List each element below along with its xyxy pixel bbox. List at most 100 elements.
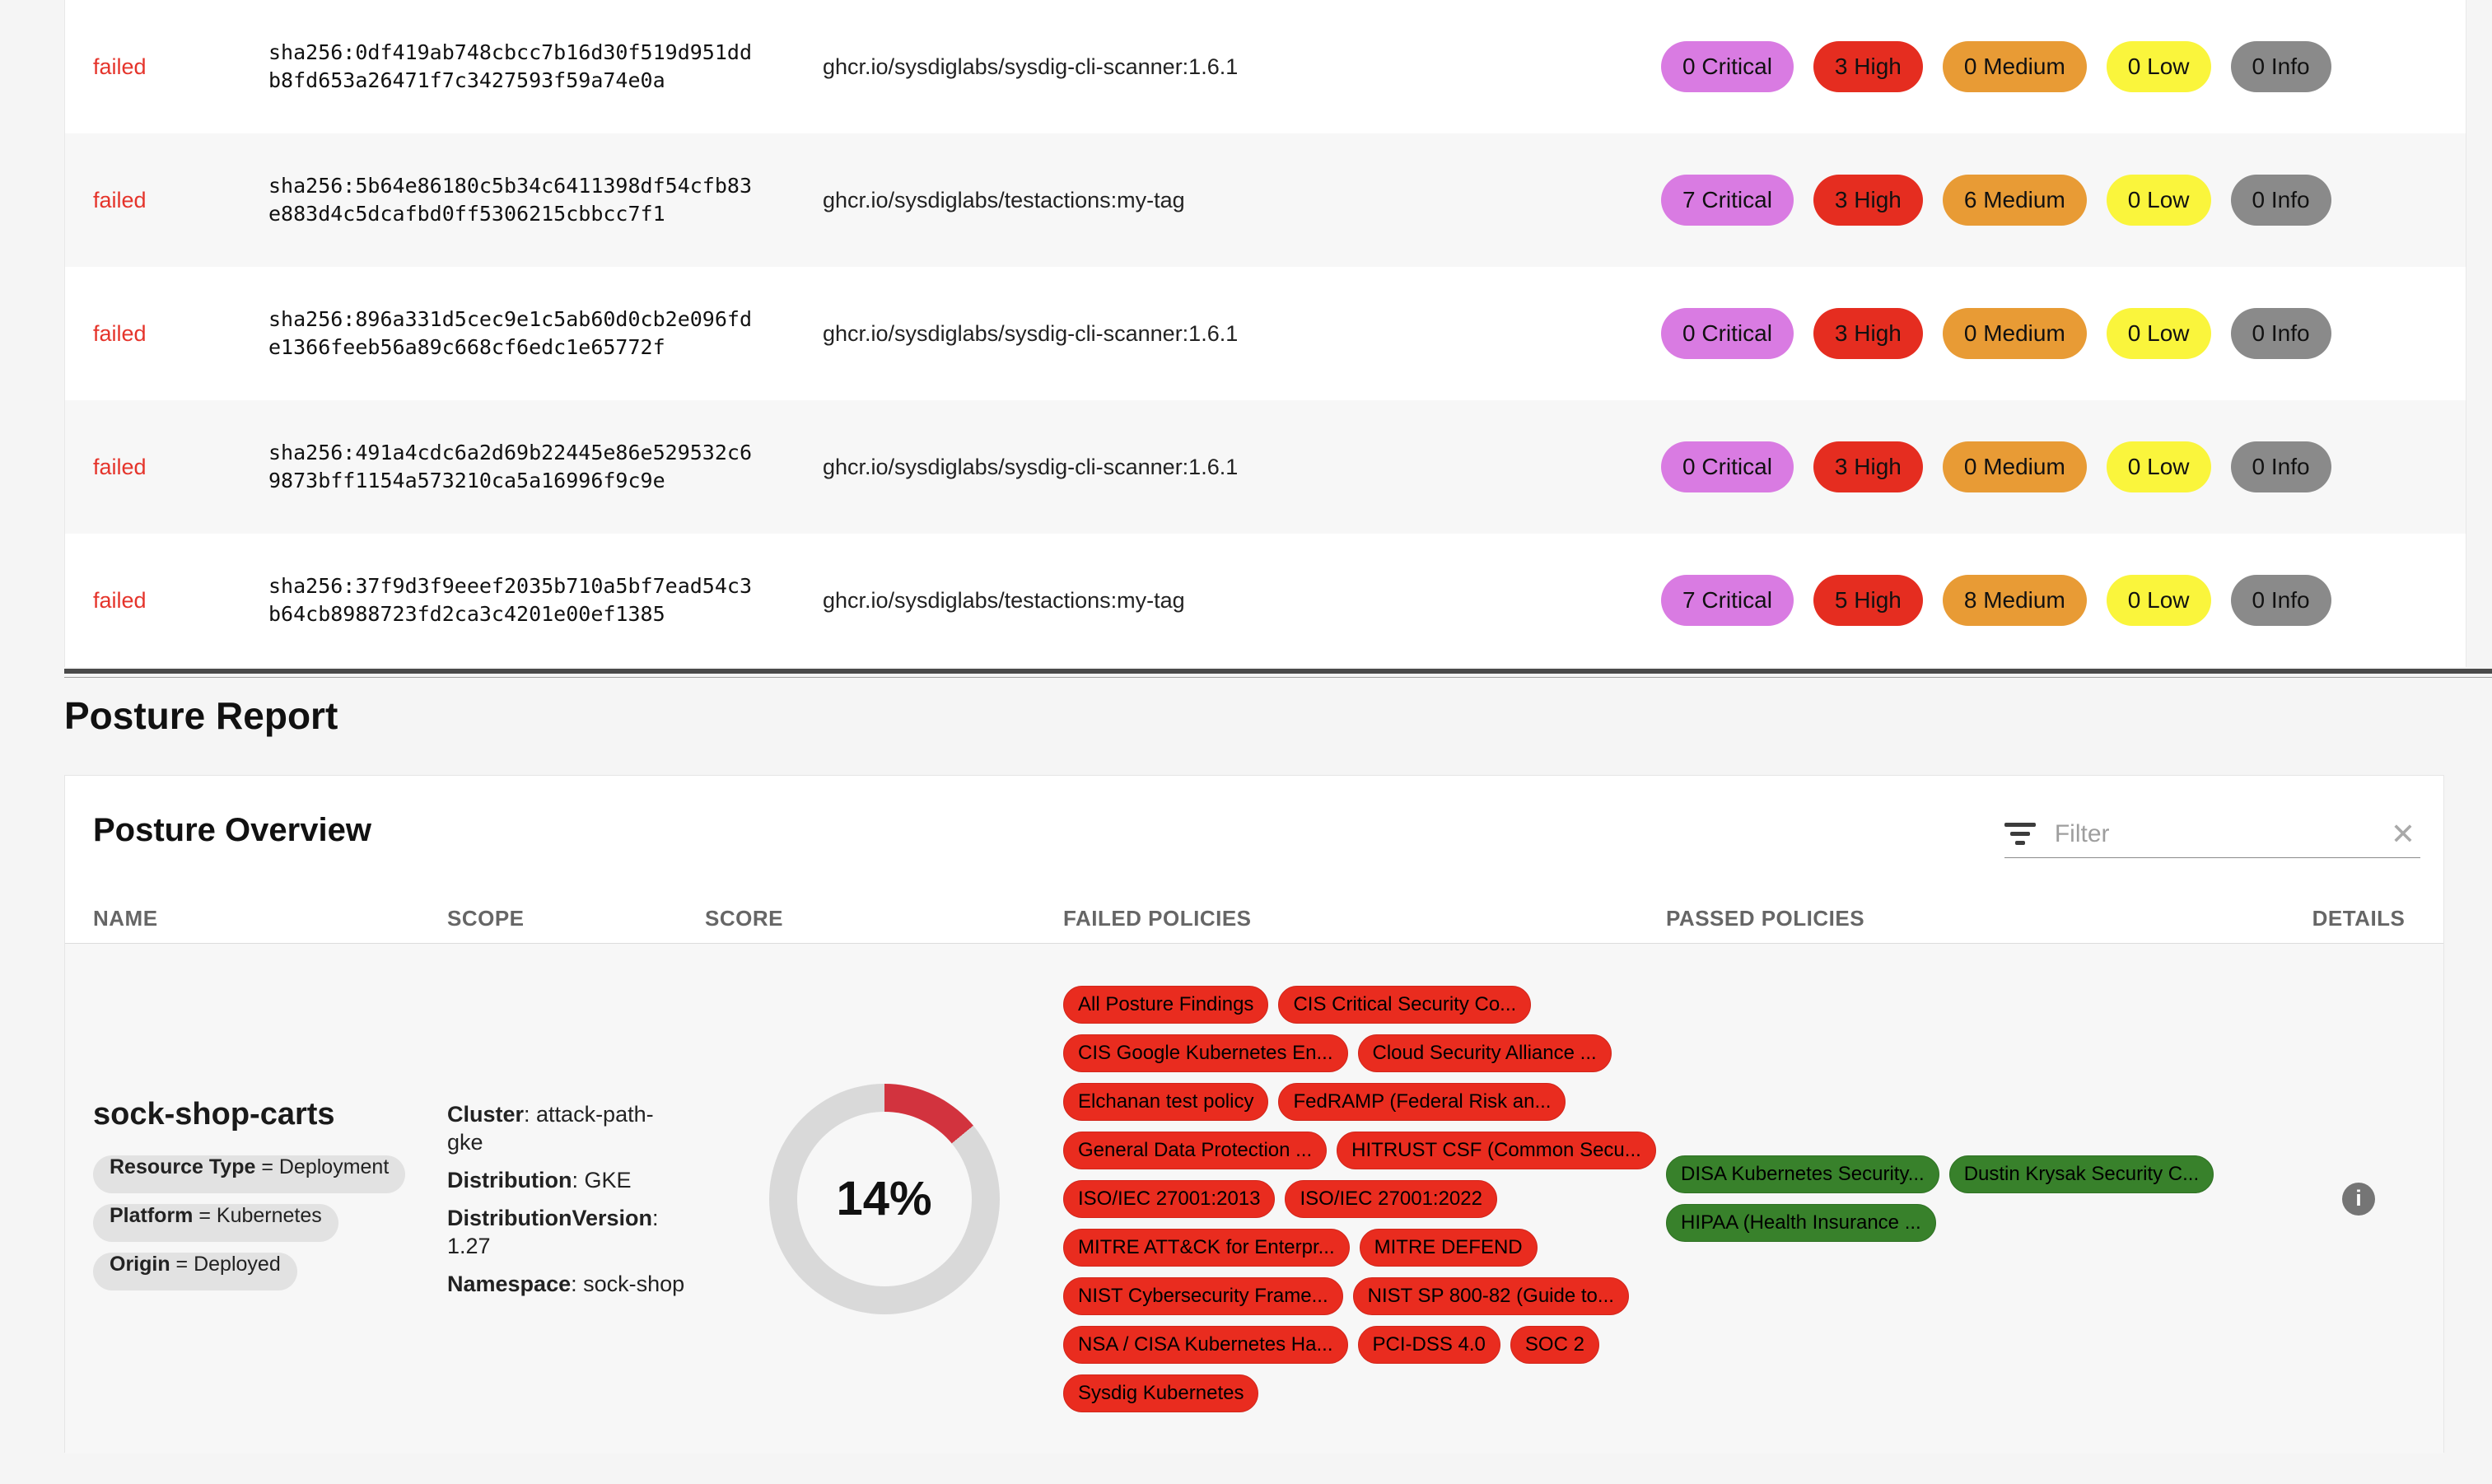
passed-policy-pill: Dustin Krysak Security C...: [1948, 1155, 2214, 1193]
critical-badge: 0 Critical: [1661, 441, 1794, 492]
posture-table-row: sock-shop-carts Resource Type = Deployme…: [65, 944, 2443, 1454]
origin-tag: Origin = Deployed: [93, 1252, 297, 1290]
info-badge: 0 Info: [2230, 308, 2331, 359]
column-header-name: NAME: [93, 906, 158, 931]
failed-policy-pill: CIS Google Kubernetes En...: [1063, 1034, 1348, 1072]
failed-policy-pill: MITRE DEFEND: [1359, 1228, 1538, 1267]
high-badge: 3 High: [1813, 308, 1923, 359]
critical-badge: 7 Critical: [1661, 575, 1794, 626]
failed-policy-pill: HITRUST CSF (Common Secu...: [1337, 1131, 1656, 1169]
image-name: ghcr.io/sysdiglabs/sysdig-cli-scanner:1.…: [823, 54, 1239, 79]
passed-policy-pill: DISA Kubernetes Security...: [1666, 1155, 1939, 1193]
score-donut: 14%: [768, 1083, 1000, 1314]
image-name: ghcr.io/sysdiglabs/testactions:my-tag: [823, 587, 1185, 613]
failed-policy-pill: Elchanan test policy: [1063, 1082, 1269, 1121]
severity-badges: 0 Critical 3 High 0 Medium 0 Low 0 Info: [1661, 441, 2331, 492]
info-badge: 0 Info: [2230, 175, 2331, 226]
high-badge: 3 High: [1813, 41, 1923, 92]
failed-policy-pill: MITRE ATT&CK for Enterpr...: [1063, 1228, 1350, 1267]
critical-badge: 0 Critical: [1661, 308, 1794, 359]
scan-row: failed sha256:37f9d3f9eeef2035b710a5bf7e…: [65, 534, 2466, 667]
posture-report-title: Posture Report: [64, 694, 338, 737]
failed-policy-pill: PCI-DSS 4.0: [1357, 1325, 1500, 1364]
critical-badge: 0 Critical: [1661, 41, 1794, 92]
clear-filter-icon[interactable]: ✕: [2390, 816, 2415, 851]
failed-policy-pill: NIST SP 800-82 (Guide to...: [1352, 1276, 1629, 1315]
resource-name: sock-shop-carts: [93, 1096, 335, 1132]
severity-badges: 0 Critical 3 High 0 Medium 0 Low 0 Info: [1661, 308, 2331, 359]
image-digest: sha256:0df419ab748cbcc7b16d30f519d951ddb…: [268, 40, 752, 92]
failed-policies-cell: All Posture Findings CIS Critical Securi…: [1063, 985, 1666, 1412]
failed-policy-pill: ISO/IEC 27001:2013: [1063, 1179, 1276, 1218]
info-badge: 0 Info: [2230, 575, 2331, 626]
image-name: ghcr.io/sysdiglabs/sysdig-cli-scanner:1.…: [823, 454, 1239, 479]
scan-row: failed sha256:5b64e86180c5b34c6411398df5…: [65, 133, 2466, 267]
posture-card-header: Posture Overview ✕: [65, 776, 2443, 894]
failed-policy-pill: Sysdig Kubernetes: [1063, 1374, 1259, 1412]
severity-badges: 0 Critical 3 High 0 Medium 0 Low 0 Info: [1661, 41, 2331, 92]
column-header-details: DETAILS: [2312, 906, 2406, 931]
filter-input[interactable]: [2054, 819, 2373, 848]
image-digest: sha256:896a331d5cec9e1c5ab60d0cb2e096fde…: [268, 307, 752, 359]
scan-status: failed: [93, 187, 147, 212]
severity-badges: 7 Critical 5 High 8 Medium 0 Low 0 Info: [1661, 575, 2331, 626]
failed-policy-pill: General Data Protection ...: [1063, 1131, 1328, 1169]
scan-status: failed: [93, 54, 147, 79]
medium-badge: 0 Medium: [1942, 308, 2087, 359]
image-digest: sha256:5b64e86180c5b34c6411398df54cfb83e…: [268, 174, 752, 226]
resource-name-cell: sock-shop-carts Resource Type = Deployme…: [93, 1097, 447, 1301]
info-badge: 0 Info: [2230, 41, 2331, 92]
filter-box: ✕: [2004, 810, 2420, 858]
filter-icon: [2004, 823, 2037, 845]
column-header-scope: SCOPE: [447, 906, 525, 931]
failed-policy-pill: NSA / CISA Kubernetes Ha...: [1063, 1325, 1348, 1364]
image-name: ghcr.io/sysdiglabs/sysdig-cli-scanner:1.…: [823, 320, 1239, 346]
medium-badge: 0 Medium: [1942, 41, 2087, 92]
resource-type-tag: Resource Type = Deployment: [93, 1155, 406, 1193]
column-header-failed-policies: FAILED POLICIES: [1063, 906, 1252, 931]
posture-overview-card: Posture Overview ✕ NAME SCOPE SCORE FAIL…: [64, 775, 2444, 1454]
medium-badge: 0 Medium: [1942, 441, 2087, 492]
scope-distribution: Distribution: GKE: [447, 1167, 632, 1192]
failed-policy-pill: SOC 2: [1510, 1325, 1599, 1364]
info-icon[interactable]: i: [2342, 1182, 2375, 1216]
score-value: 14%: [836, 1172, 932, 1225]
scope-namespace: Namespace: sock-shop: [447, 1271, 685, 1296]
medium-badge: 8 Medium: [1942, 575, 2087, 626]
posture-overview-title: Posture Overview: [93, 812, 371, 848]
scope-cluster: Cluster: attack-path-gke: [447, 1101, 654, 1155]
scope-distribution-version: DistributionVersion: 1.27: [447, 1205, 659, 1258]
column-header-passed-policies: PASSED POLICIES: [1666, 906, 1865, 931]
low-badge: 0 Low: [2106, 575, 2211, 626]
severity-badges: 7 Critical 3 High 6 Medium 0 Low 0 Info: [1661, 175, 2331, 226]
platform-tag: Platform = Kubernetes: [93, 1203, 338, 1242]
score-cell: 14%: [705, 1083, 1063, 1314]
section-divider: [64, 669, 2492, 678]
low-badge: 0 Low: [2106, 441, 2211, 492]
failed-policy-pill: CIS Critical Security Co...: [1278, 985, 1532, 1024]
image-digest: sha256:491a4cdc6a2d69b22445e86e529532c69…: [268, 441, 752, 492]
scan-row: failed sha256:896a331d5cec9e1c5ab60d0cb2…: [65, 267, 2466, 400]
failed-policy-pill: NIST Cybersecurity Frame...: [1063, 1276, 1343, 1315]
scan-results-table: failed sha256:0df419ab748cbcc7b16d30f519…: [64, 0, 2466, 667]
high-badge: 3 High: [1813, 441, 1923, 492]
scan-row: failed sha256:491a4cdc6a2d69b22445e86e52…: [65, 400, 2466, 534]
scan-row: failed sha256:0df419ab748cbcc7b16d30f519…: [65, 0, 2466, 133]
posture-table-headers: NAME SCOPE SCORE FAILED POLICIES PASSED …: [65, 894, 2443, 944]
failed-policy-pill: FedRAMP (Federal Risk an...: [1278, 1082, 1566, 1121]
scan-status: failed: [93, 320, 147, 346]
medium-badge: 6 Medium: [1942, 175, 2087, 226]
low-badge: 0 Low: [2106, 308, 2211, 359]
high-badge: 5 High: [1813, 575, 1923, 626]
low-badge: 0 Low: [2106, 175, 2211, 226]
column-header-score: SCORE: [705, 906, 783, 931]
scan-status: failed: [93, 454, 147, 479]
image-name: ghcr.io/sysdiglabs/testactions:my-tag: [823, 187, 1185, 212]
failed-policy-pill: All Posture Findings: [1063, 985, 1269, 1024]
low-badge: 0 Low: [2106, 41, 2211, 92]
critical-badge: 7 Critical: [1661, 175, 1794, 226]
high-badge: 3 High: [1813, 175, 1923, 226]
image-digest: sha256:37f9d3f9eeef2035b710a5bf7ead54c3b…: [268, 574, 752, 626]
failed-policy-pill: Cloud Security Alliance ...: [1357, 1034, 1612, 1072]
